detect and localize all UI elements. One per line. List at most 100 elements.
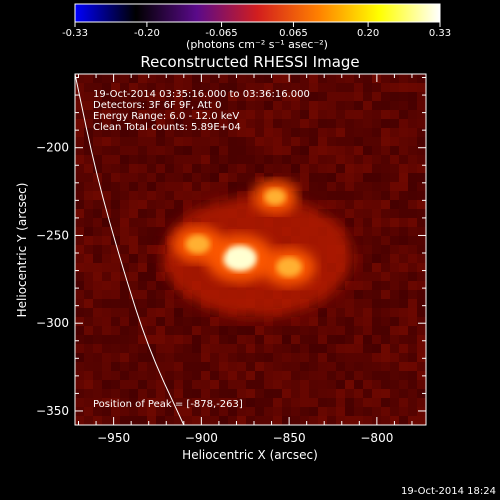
- texture-cell: [192, 353, 201, 362]
- texture-cell: [318, 407, 327, 416]
- texture-cell: [120, 137, 129, 146]
- texture-cell: [309, 335, 318, 344]
- texture-cell: [372, 362, 381, 371]
- texture-cell: [300, 353, 309, 362]
- texture-cell: [129, 236, 138, 245]
- texture-cell: [165, 335, 174, 344]
- texture-cell: [102, 254, 111, 263]
- texture-cell: [309, 146, 318, 155]
- texture-cell: [129, 164, 138, 173]
- texture-cell: [93, 83, 102, 92]
- texture-cell: [156, 155, 165, 164]
- texture-cell: [237, 416, 246, 425]
- texture-cell: [399, 110, 408, 119]
- texture-cell: [219, 389, 228, 398]
- texture-cell: [228, 326, 237, 335]
- texture-cell: [381, 155, 390, 164]
- texture-cell: [264, 380, 273, 389]
- peak-position-label: Position of Peak = [-878,-263]: [93, 399, 243, 410]
- texture-cell: [84, 389, 93, 398]
- texture-cell: [246, 182, 255, 191]
- texture-cell: [417, 299, 426, 308]
- texture-cell: [237, 110, 246, 119]
- texture-cell: [120, 119, 129, 128]
- texture-cell: [309, 155, 318, 164]
- texture-cell: [120, 272, 129, 281]
- texture-cell: [93, 281, 102, 290]
- texture-cell: [165, 380, 174, 389]
- texture-cell: [336, 353, 345, 362]
- texture-cell: [264, 317, 273, 326]
- texture-cell: [282, 317, 291, 326]
- texture-cell: [345, 362, 354, 371]
- texture-cell: [363, 236, 372, 245]
- texture-cell: [93, 407, 102, 416]
- texture-cell: [120, 335, 129, 344]
- texture-cell: [417, 227, 426, 236]
- texture-cell: [381, 191, 390, 200]
- texture-cell: [300, 362, 309, 371]
- texture-cell: [363, 110, 372, 119]
- texture-cell: [165, 326, 174, 335]
- texture-cell: [84, 290, 93, 299]
- texture-cell: [93, 218, 102, 227]
- texture-cell: [291, 83, 300, 92]
- texture-cell: [201, 326, 210, 335]
- texture-cell: [138, 74, 147, 83]
- texture-cell: [246, 155, 255, 164]
- texture-cell: [408, 128, 417, 137]
- texture-cell: [417, 371, 426, 380]
- texture-cell: [156, 416, 165, 425]
- texture-cell: [201, 173, 210, 182]
- texture-cell: [273, 83, 282, 92]
- texture-cell: [399, 335, 408, 344]
- texture-cell: [417, 74, 426, 83]
- texture-cell: [165, 164, 174, 173]
- texture-cell: [264, 416, 273, 425]
- texture-cell: [138, 200, 147, 209]
- texture-cell: [93, 182, 102, 191]
- texture-cell: [219, 146, 228, 155]
- texture-cell: [165, 362, 174, 371]
- texture-cell: [264, 407, 273, 416]
- texture-cell: [345, 380, 354, 389]
- texture-cell: [264, 326, 273, 335]
- texture-cell: [345, 317, 354, 326]
- texture-cell: [363, 290, 372, 299]
- texture-cell: [417, 281, 426, 290]
- texture-cell: [408, 335, 417, 344]
- texture-cell: [300, 164, 309, 173]
- texture-cell: [120, 74, 129, 83]
- texture-cell: [309, 407, 318, 416]
- texture-cell: [84, 191, 93, 200]
- texture-cell: [75, 128, 84, 137]
- texture-cell: [282, 101, 291, 110]
- texture-cell: [291, 308, 300, 317]
- texture-cell: [408, 362, 417, 371]
- texture-cell: [219, 353, 228, 362]
- texture-cell: [273, 344, 282, 353]
- texture-cell: [264, 344, 273, 353]
- texture-cell: [93, 353, 102, 362]
- texture-cell: [75, 389, 84, 398]
- texture-cell: [183, 74, 192, 83]
- texture-cell: [120, 407, 129, 416]
- texture-cell: [219, 164, 228, 173]
- texture-cell: [156, 308, 165, 317]
- texture-cell: [129, 128, 138, 137]
- texture-cell: [75, 83, 84, 92]
- texture-cell: [354, 209, 363, 218]
- texture-cell: [417, 218, 426, 227]
- texture-cell: [354, 164, 363, 173]
- texture-cell: [390, 344, 399, 353]
- texture-cell: [255, 344, 264, 353]
- texture-cell: [300, 119, 309, 128]
- texture-cell: [183, 146, 192, 155]
- texture-cell: [246, 191, 255, 200]
- texture-cell: [282, 155, 291, 164]
- texture-cell: [192, 299, 201, 308]
- texture-cell: [390, 308, 399, 317]
- texture-cell: [102, 380, 111, 389]
- texture-cell: [363, 398, 372, 407]
- texture-cell: [309, 128, 318, 137]
